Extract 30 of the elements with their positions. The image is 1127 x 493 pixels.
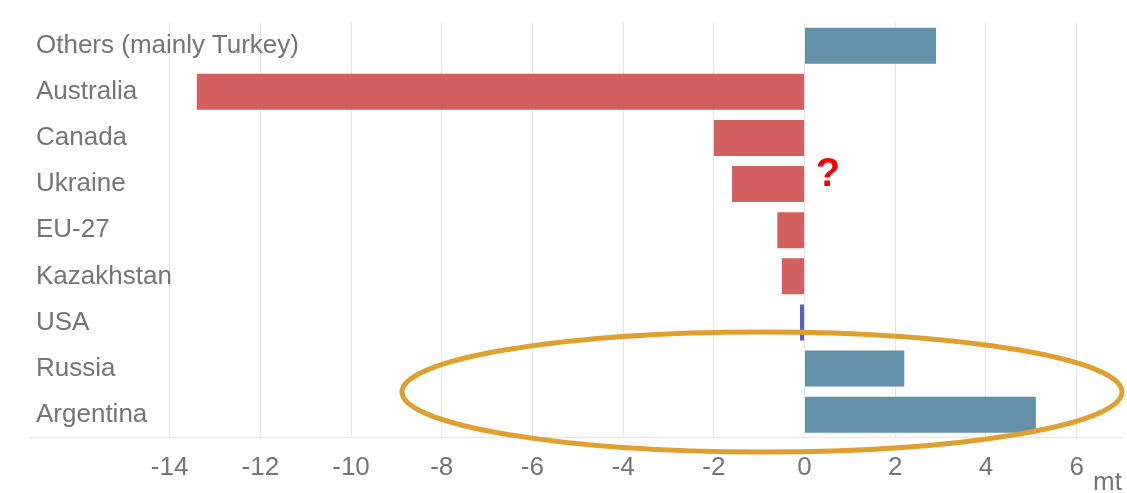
y-tick-label: Kazakhstan: [36, 259, 172, 290]
bar: [805, 27, 937, 64]
x-tick-label: -12: [241, 450, 280, 481]
y-tick-label: Ukraine: [36, 167, 126, 198]
x-tick-label: -10: [332, 450, 370, 481]
y-tick-label: EU-27: [36, 213, 110, 244]
x-tick-label: -8: [430, 450, 454, 481]
bar: [196, 73, 805, 110]
y-tick-label: Russia: [36, 351, 117, 382]
x-tick-label: 2: [888, 450, 903, 481]
bar: [805, 350, 905, 387]
y-tick-label: USA: [36, 305, 91, 336]
y-tick-label: Australia: [36, 74, 138, 105]
x-axis-title: mt: [1093, 466, 1123, 493]
bar: [713, 119, 805, 156]
x-tick-label: -4: [611, 450, 635, 481]
bar: [777, 212, 805, 249]
y-tick-label: Others (mainly Turkey): [36, 28, 299, 59]
annotation: ?: [815, 150, 841, 195]
y-tick-label: Argentina: [36, 397, 148, 428]
x-tick-label: 0: [797, 450, 812, 481]
x-tick-label: 6: [1069, 450, 1084, 481]
x-tick-label: -2: [702, 450, 726, 481]
x-tick-label: -6: [520, 450, 544, 481]
x-tick-label: -14: [150, 450, 189, 481]
bar: [731, 166, 805, 203]
bar: [805, 396, 1036, 433]
bar: [781, 258, 805, 295]
x-tick-label: 4: [978, 450, 994, 481]
y-tick-label: Canada: [36, 121, 128, 152]
